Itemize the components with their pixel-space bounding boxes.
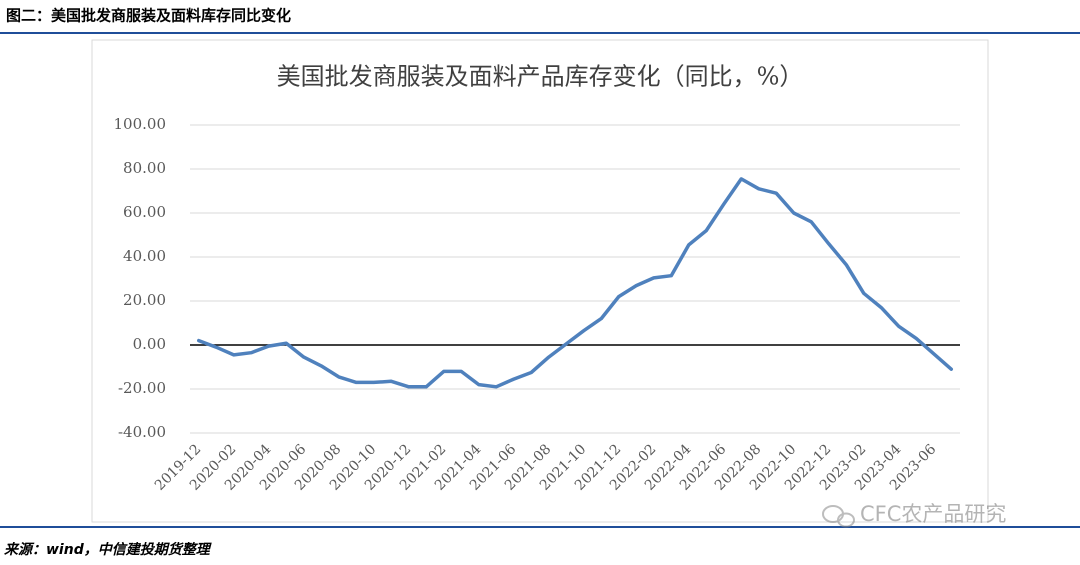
chart-frame — [91, 39, 989, 523]
y-tick-label: -40.00 — [118, 423, 166, 441]
data-line — [197, 177, 953, 389]
watermark-text: CFC农产品研究 — [860, 502, 1006, 526]
y-tick-label: 0.00 — [133, 335, 166, 353]
watermark: CFC农产品研究 — [822, 502, 1006, 528]
chart-title: 美国批发商服装及面料产品库存变化（同比，%） — [277, 63, 804, 91]
y-tick-label: 40.00 — [123, 247, 166, 265]
source-note: 来源：wind，中信建投期货整理 — [4, 541, 212, 558]
header-title: 图二：美国批发商服装及面料库存同比变化 — [6, 7, 291, 25]
y-tick-label: 100.00 — [114, 115, 167, 133]
y-tick-label: 60.00 — [123, 203, 166, 221]
y-tick-label: 20.00 — [123, 291, 166, 309]
watermark-icon — [837, 512, 855, 528]
y-tick-label: -20.00 — [118, 379, 166, 397]
y-tick-label: 80.00 — [123, 159, 166, 177]
